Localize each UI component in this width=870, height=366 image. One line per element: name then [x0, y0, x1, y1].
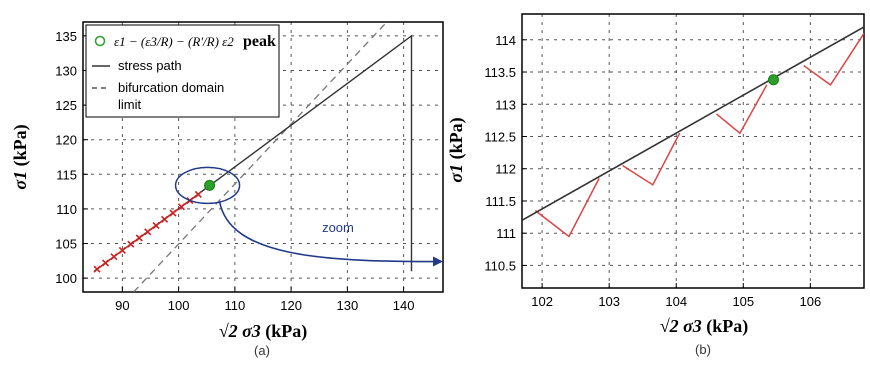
a-x-tick-label: 120: [280, 298, 302, 313]
panel-b: 102 103 104 105 106 110.5 111 111.5 112 112.5 113 1…: [446, 13, 865, 357]
a-y-tick-label: 135: [55, 29, 77, 44]
a-zoom-arrowhead: [433, 256, 443, 267]
b-y-tick-label: 112: [495, 162, 516, 177]
b-red-cycle-4: [803, 32, 864, 86]
b-y-tick-label: 110.5: [484, 258, 516, 273]
a-zoom-label: zoom: [322, 220, 354, 235]
a-caption: (a): [254, 343, 270, 358]
a-x-tick-label: 140: [393, 298, 415, 313]
a-red-marker-line: [96, 193, 199, 270]
a-y-axis-label: σ1 (kPa): [10, 124, 31, 189]
b-red-cycle-1: [534, 178, 600, 238]
a-x-tick-label: 130: [337, 298, 359, 313]
a-legend-stress-label: stress path: [118, 58, 182, 73]
b-red-cycle-3: [715, 84, 768, 135]
b-plot-content: [522, 26, 864, 238]
b-y-axis-label: σ1 (kPa): [446, 117, 467, 182]
a-y-tick-label: 125: [55, 98, 77, 113]
a-legend-box: [85, 24, 280, 118]
a-legend-peak-suffix: peak: [243, 33, 276, 50]
a-x-axis-label: √2 σ3 (kPa): [219, 321, 308, 342]
panel-a: 90 100 110 120 130 140 100 105 110 115 120 125 130 13…: [10, 21, 444, 358]
a-x-tick-label: 100: [168, 298, 190, 313]
b-y-tick-label: 113: [495, 97, 516, 112]
b-x-tick-label: 105: [732, 294, 754, 309]
b-red-cycle-2: [622, 132, 681, 186]
a-axes-frame: [82, 21, 444, 293]
b-y-tick-label: 114: [495, 33, 516, 48]
a-y-tick-label: 120: [55, 133, 77, 148]
b-x-tick-label: 103: [598, 294, 620, 309]
b-axes-frame: [521, 13, 865, 289]
a-y-tick-label: 130: [55, 63, 77, 78]
a-y-tick-label: 100: [55, 271, 77, 286]
a-peak-point: [204, 179, 216, 191]
b-y-tick-label: 112.5: [484, 129, 516, 144]
b-x-tick-label: 102: [531, 294, 553, 309]
b-peak-point: [767, 74, 779, 86]
a-bifurcation-limit-line: [133, 22, 388, 292]
a-legend-bif-label: bifurcation domain limit: [118, 80, 224, 112]
b-y-tick-label: 111.5: [485, 194, 516, 209]
a-y-tick-label: 110: [56, 202, 77, 217]
b-x-tick-label: 106: [800, 294, 822, 309]
a-x-tick-label: 110: [225, 298, 246, 313]
b-caption: (b): [695, 342, 711, 357]
b-y-tick-label: 113.5: [484, 65, 516, 80]
b-x-tick-label: 104: [665, 294, 687, 309]
a-y-tick-label: 105: [55, 237, 77, 252]
b-stress-path-line: [522, 26, 864, 222]
a-zoom-ellipse: [174, 166, 241, 205]
b-y-tick-label: 111: [496, 226, 516, 241]
b-x-axis-label: √2 σ3 (kPa): [660, 316, 749, 337]
a-zoom-arrow: [218, 201, 436, 263]
a-x-tick-label: 90: [115, 298, 129, 313]
a-legend-peak-marker: [94, 35, 106, 47]
a-legend-peak-expression: ε1 − (ε3/R) − (R'/R) ε2: [114, 34, 234, 49]
a-plot-content: [93, 22, 413, 292]
a-y-tick-label: 115: [56, 167, 77, 182]
